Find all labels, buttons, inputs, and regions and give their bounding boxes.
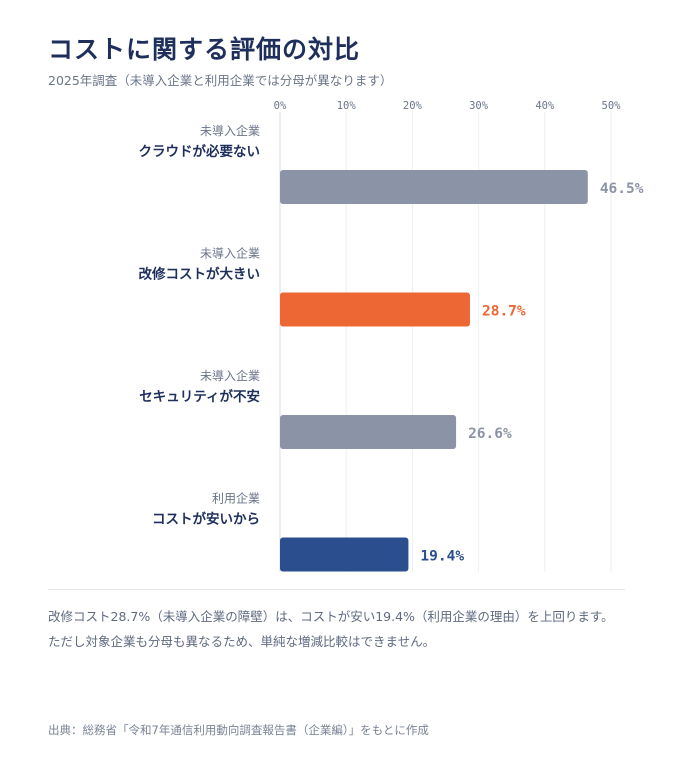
- bar-group-label: 未導入企業: [200, 123, 260, 138]
- bar-value-label: 19.4%: [420, 549, 464, 565]
- bar-group-label: 未導入企業: [200, 368, 260, 383]
- x-tick-label: 40%: [535, 100, 555, 112]
- bar-category-label: 改修コストが大きい: [139, 266, 261, 283]
- chart-subtitle: 2025年調査（未導入企業と利用企業では分母が異なります）: [48, 73, 393, 88]
- bar-value-label: 26.6%: [468, 426, 512, 442]
- bar-category-label: セキュリティが不安: [139, 388, 260, 405]
- x-tick-label: 0%: [274, 100, 287, 112]
- bar: [280, 537, 409, 572]
- chart-note: 改修コスト28.7%（未導入企業の障壁）は、コストが安い19.4%（利用企業の理…: [48, 604, 614, 654]
- bar: [280, 292, 470, 327]
- bar-value-label: 28.7%: [482, 304, 526, 320]
- x-tick-label: 20%: [403, 100, 423, 112]
- chart-title: コストに関する評価の対比: [48, 35, 361, 64]
- bar-category-label: コストが安いから: [152, 511, 260, 528]
- bar-value-label: 46.5%: [600, 181, 644, 197]
- x-tick-label: 10%: [337, 100, 357, 112]
- bar-category-label: クラウドが必要ない: [139, 143, 261, 160]
- x-tick-label: 30%: [469, 100, 489, 112]
- bar-group-label: 未導入企業: [200, 246, 260, 261]
- source-citation: 出典：総務省「令和7年通信利用動向調査報告書（企業編）」をもとに作成: [48, 723, 429, 737]
- note-line-1: 改修コスト28.7%（未導入企業の障壁）は、コストが安い19.4%（利用企業の理…: [48, 609, 614, 624]
- bar: [280, 415, 457, 449]
- note-line-2: ただし対象企業も分母も異なるため、単純な増減比較はできません。: [48, 634, 436, 649]
- x-tick-label: 50%: [602, 100, 622, 112]
- bar: [280, 170, 588, 204]
- bar-chart: 0% 10% 20% 30% 40% 50%未導入企業クラウドが必要ない46.5%未導入企…: [139, 100, 644, 572]
- divider: [48, 589, 625, 590]
- bar-group-label: 利用企業: [212, 491, 260, 506]
